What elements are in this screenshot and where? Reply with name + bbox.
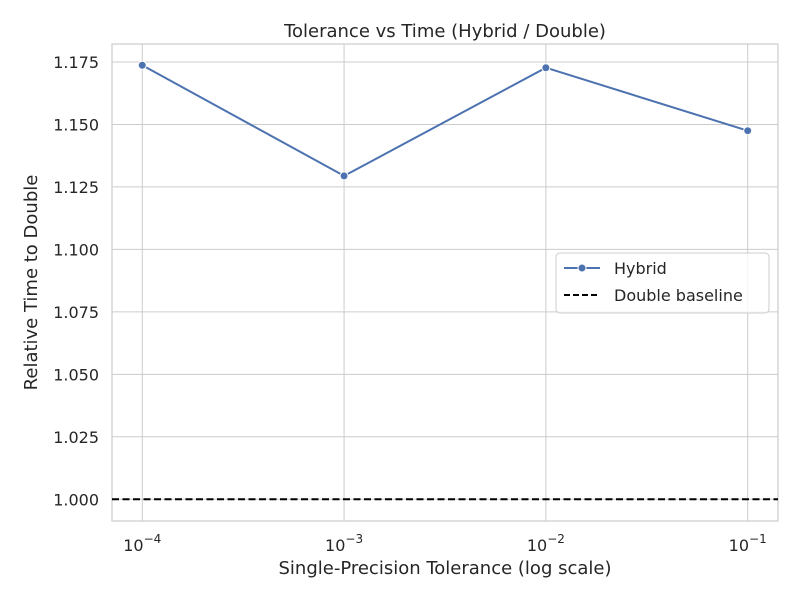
y-axis-ticks: 1.000 1.025 1.050 1.075 1.100 1.125 1.150 1.175 [53, 53, 99, 509]
y-tick-label: 1.075 [53, 303, 99, 322]
x-tick-base: 10 [123, 536, 143, 555]
x-tick-exponent: −4 [144, 532, 162, 546]
x-axis-label: Single-Precision Tolerance (log scale) [278, 558, 611, 579]
data-point [541, 63, 551, 73]
x-tick-exponent: −2 [547, 532, 565, 546]
chart-title: Tolerance vs Time (Hybrid / Double) [283, 21, 606, 42]
y-axis-label: Relative Time to Double [21, 175, 42, 391]
data-point [743, 126, 753, 136]
legend: Hybrid Double baseline [555, 252, 770, 314]
y-tick-label: 1.050 [53, 365, 99, 384]
x-tick-base: 10 [527, 536, 547, 555]
x-axis-ticks: 10−4 10−3 10−2 10−1 [123, 532, 766, 555]
x-tick-label: 10−2 [527, 532, 565, 555]
x-tick-exponent: −1 [749, 532, 767, 546]
x-tick-label: 10−1 [729, 532, 767, 555]
y-tick-label: 1.150 [53, 115, 99, 134]
legend-baseline-label: Double baseline [614, 286, 743, 305]
series-line-hybrid [141, 64, 748, 178]
x-tick-exponent: −3 [345, 532, 363, 546]
y-tick-label: 1.000 [53, 490, 99, 509]
legend-hybrid-marker [577, 263, 587, 273]
x-tick-base: 10 [325, 536, 345, 555]
legend-hybrid-label: Hybrid [614, 259, 667, 278]
plot-frame [111, 43, 779, 522]
y-tick-label: 1.175 [53, 53, 99, 72]
data-point [339, 171, 349, 181]
x-tick-label: 10−4 [123, 532, 161, 555]
y-tick-label: 1.025 [53, 428, 99, 447]
legend-box [555, 252, 770, 314]
x-tick-label: 10−3 [325, 532, 363, 555]
series-layer [137, 60, 753, 181]
y-tick-label: 1.100 [53, 240, 99, 259]
y-tick-label: 1.125 [53, 178, 99, 197]
grid [112, 44, 778, 521]
x-tick-base: 10 [729, 536, 749, 555]
data-point [137, 60, 147, 70]
